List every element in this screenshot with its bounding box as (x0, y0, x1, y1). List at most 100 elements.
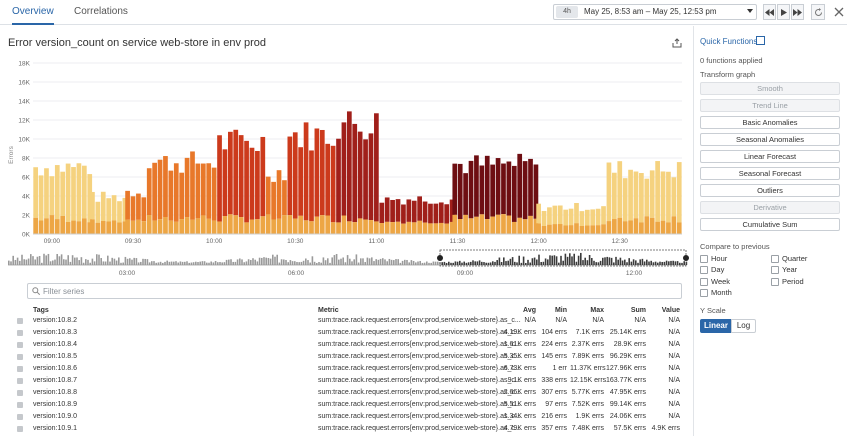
date-range-text[interactable]: May 25, 8:53 am – May 25, 12:53 pm (584, 7, 717, 16)
time-range-selector[interactable] (553, 4, 757, 20)
navigator-bar (146, 259, 149, 265)
time-navigator[interactable]: 03:00 06:00 09:00 12:00 (0, 248, 690, 278)
col-header-max[interactable]: Max (590, 307, 604, 314)
navigator-bar (595, 262, 597, 265)
compare-week-checkbox[interactable]: Week (700, 277, 730, 287)
quick-functions-title[interactable]: Quick Functions (700, 37, 758, 46)
checkbox-box[interactable] (700, 255, 708, 263)
table-row[interactable]: version:10.8.9 sum:trace.rack.request.err… (0, 399, 690, 411)
col-header-avg[interactable]: Avg (523, 307, 536, 314)
basic-anomalies-button[interactable]: Basic Anomalies (700, 116, 840, 129)
navigator-bar (135, 258, 138, 265)
checkbox-box[interactable] (700, 266, 708, 275)
table-row[interactable]: version:10.8.5 sum:trace.rack.request.err… (0, 351, 690, 363)
derivative-button[interactable]: Derivative (700, 201, 840, 214)
smooth-button[interactable]: Smooth (700, 82, 840, 95)
navigator-bar (316, 262, 318, 265)
navigator-bar (434, 261, 437, 265)
compare-period-checkbox[interactable]: Period (771, 277, 804, 287)
navigator-bar (109, 261, 111, 265)
bar (152, 162, 157, 221)
checkbox-box[interactable] (771, 277, 779, 286)
bar-base (271, 219, 276, 234)
col-header-value[interactable]: Value (661, 307, 680, 314)
checkbox-box[interactable] (700, 277, 708, 286)
bar-base (536, 223, 541, 234)
seasonal-forecast-button[interactable]: Seasonal Forecast (700, 167, 840, 180)
tab-correlations[interactable]: Correlations (74, 6, 128, 17)
col-header-sum[interactable]: Sum (630, 307, 646, 314)
table-row[interactable]: version:10.8.8 sum:trace.rack.request.err… (0, 387, 690, 399)
bar-base (374, 221, 379, 234)
col-header-metric[interactable]: Metric (318, 307, 339, 314)
navigator-bar (364, 262, 366, 265)
navigator-bar (80, 257, 83, 265)
compare-year-checkbox[interactable]: Year (771, 265, 797, 275)
table-row[interactable]: version:10.8.2 sum:trace.rack.request.err… (0, 315, 690, 327)
checkbox-box[interactable] (771, 266, 779, 275)
y-tick-label: 10K (18, 137, 30, 144)
tab-overview[interactable]: Overview (12, 0, 54, 25)
navigator-bar (657, 262, 659, 265)
export-icon[interactable] (672, 38, 682, 48)
navigator-bar (542, 261, 545, 265)
table-row[interactable]: version:10.9.1 sum:trace.rack.request.err… (0, 423, 690, 435)
metric-cell: sum:trace.rack.request.errors{env:prod,s… (318, 341, 521, 348)
value-cell: N/A (668, 317, 680, 324)
max-cell: 7.1K errs (575, 329, 604, 336)
table-row[interactable]: version:10.8.6 sum:trace.rack.request.err… (0, 363, 690, 375)
navigator-bar (432, 261, 435, 265)
bar-base (71, 220, 76, 234)
bar (495, 158, 501, 215)
seasonal-anomalies-button[interactable]: Seasonal Anomalies (700, 133, 840, 146)
chevron-down-icon[interactable] (747, 9, 753, 13)
linear-forecast-button[interactable]: Linear Forecast (700, 150, 840, 163)
max-cell: 7.48K errs (571, 425, 604, 432)
navigator-bar (16, 257, 19, 265)
series-color-swatch (17, 318, 23, 324)
metric-cell: sum:trace.rack.request.errors{env:prod,s… (318, 413, 521, 420)
compare-hour-checkbox[interactable]: Hour (700, 254, 727, 264)
fast-forward-button[interactable] (791, 4, 804, 20)
compare-day-checkbox[interactable]: Day (700, 265, 724, 275)
navigator-bar (201, 261, 204, 265)
play-button[interactable] (777, 4, 790, 20)
table-row[interactable]: version:10.8.3 sum:trace.rack.request.err… (0, 327, 690, 339)
bar-base (563, 225, 569, 234)
navigator-bar (338, 259, 340, 265)
filter-series-field[interactable] (27, 283, 682, 299)
quick-functions-icon[interactable] (756, 36, 765, 45)
checkbox-box[interactable] (700, 288, 708, 297)
checkbox-box[interactable] (771, 255, 779, 263)
bar (190, 151, 195, 220)
navigator-bar (547, 259, 549, 265)
bar (547, 207, 552, 225)
table-row[interactable]: version:10.8.7 sum:trace.rack.request.err… (0, 375, 690, 387)
tag-cell: version:10.8.3 (33, 329, 77, 336)
compare-month-checkbox[interactable]: Month (700, 288, 732, 298)
close-icon[interactable] (833, 6, 845, 18)
time-span-chip[interactable]: 4h (556, 6, 578, 18)
outliers-button[interactable]: Outliers (700, 184, 840, 197)
navigator-bar (23, 259, 25, 265)
trend-line-button[interactable]: Trend Line (700, 99, 840, 112)
navigator-bar (663, 261, 666, 265)
filter-series-input[interactable] (43, 284, 673, 298)
bar-base (141, 221, 147, 234)
reset-button[interactable] (811, 4, 825, 20)
col-header-tags[interactable]: Tags (33, 307, 49, 314)
navigator-bar (151, 261, 153, 265)
series-color-swatch (17, 330, 23, 336)
navigator-bar (45, 255, 47, 265)
cumulative-sum-button[interactable]: Cumulative Sum (700, 218, 840, 231)
compare-quarter-checkbox[interactable]: Quarter (771, 254, 807, 264)
y-scale-linear-button[interactable]: Linear (700, 319, 732, 333)
col-header-min[interactable]: Min (554, 307, 567, 314)
table-row[interactable]: version:10.9.0 sum:trace.rack.request.err… (0, 411, 690, 423)
rewind-button[interactable] (763, 4, 776, 20)
y-scale-log-button[interactable]: Log (731, 319, 756, 333)
table-row[interactable]: version:10.8.4 sum:trace.rack.request.err… (0, 339, 690, 351)
bar (309, 150, 314, 222)
navigator-bar (247, 259, 250, 265)
bar-base (336, 222, 341, 234)
